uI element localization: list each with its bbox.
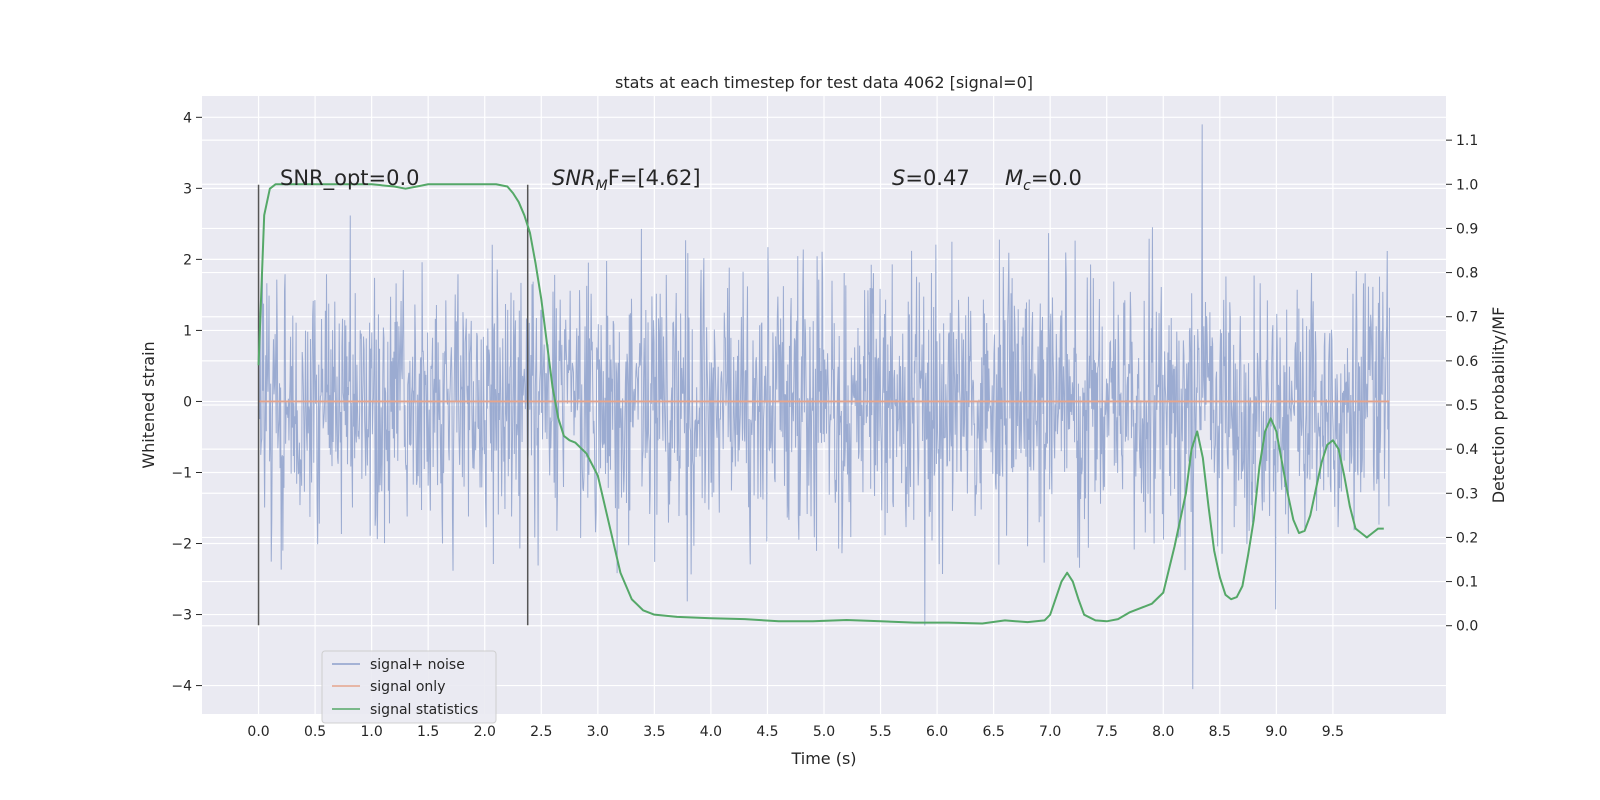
y-tick-label: −2	[171, 537, 192, 553]
x-tick-label: 6.5	[983, 724, 1005, 740]
x-tick-label: 0.0	[247, 724, 269, 740]
x-tick-label: 2.5	[530, 724, 552, 740]
y2-tick-label: 0.1	[1456, 575, 1478, 591]
y2-axis-label: Detection probability/MF	[1489, 307, 1508, 504]
y2-tick-label: 0.2	[1456, 530, 1478, 546]
y2-tick-label: 0.6	[1456, 354, 1478, 370]
x-tick-label: 6.0	[926, 724, 948, 740]
annotations: SNR_opt=0.0 SNRMF=[4.62] S=0.47 Mc=0.0	[280, 166, 1082, 194]
series-signal-statistics	[257, 183, 1384, 625]
y-tick-label: 4	[183, 110, 192, 126]
y-tick-label: 1	[183, 323, 192, 339]
y-axis-label: Whitened strain	[139, 341, 158, 468]
annotation-mc-value: Mc=0.0	[1005, 166, 1082, 194]
y-axis-ticks: −4 −3 −2 −1 0 1 2 3 4	[171, 110, 202, 695]
x-tick-label: 5.0	[813, 724, 835, 740]
y2-axis-ticks: 0.0 0.1 0.2 0.3 0.4 0.5 0.6 0.7 0.8 0.9 1.0 1.1	[1446, 133, 1478, 635]
x-tick-label: 7.0	[1039, 724, 1061, 740]
x-tick-label: 4.0	[700, 724, 722, 740]
y2-tick-label: 0.5	[1456, 398, 1478, 414]
legend-label-signal-only: signal only	[370, 679, 445, 695]
y2-tick-label: 0.0	[1456, 619, 1478, 635]
y-tick-label: 3	[183, 181, 192, 197]
vertical-markers	[257, 184, 529, 626]
legend-label-signal-plus-noise: signal+ noise	[370, 657, 465, 673]
annotation-s-value: S=0.47	[892, 166, 970, 190]
y-tick-label: 2	[183, 252, 192, 268]
y-tick-label: 0	[183, 394, 192, 410]
y2-tick-label: 0.8	[1456, 266, 1478, 282]
y2-tick-label: 0.4	[1456, 442, 1478, 458]
legend: signal+ noise signal only signal statist…	[321, 650, 497, 724]
chart-title: stats at each timestep for test data 406…	[615, 73, 1033, 92]
x-tick-label: 2.0	[474, 724, 496, 740]
x-axis-ticks: 0.0 0.5 1.0 1.5 2.0 2.5 3.0 3.5 4.0 4.5 5.0 5.5 6.0 6…	[247, 724, 1344, 740]
annotation-snr-opt: SNR_opt=0.0	[280, 166, 420, 191]
y2-tick-label: 0.9	[1456, 221, 1478, 237]
x-tick-label: 8.0	[1152, 724, 1174, 740]
y2-tick-label: 0.7	[1456, 310, 1478, 326]
x-tick-label: 9.0	[1265, 724, 1287, 740]
x-tick-label: 0.5	[304, 724, 326, 740]
y2-tick-label: 1.1	[1456, 133, 1478, 149]
x-tick-label: 7.5	[1096, 724, 1118, 740]
x-tick-label: 8.5	[1209, 724, 1231, 740]
x-tick-label: 1.5	[417, 724, 439, 740]
x-tick-label: 5.5	[869, 724, 891, 740]
y-tick-label: −4	[171, 679, 192, 695]
y-tick-label: −3	[171, 608, 192, 624]
x-tick-label: 1.0	[361, 724, 383, 740]
y2-tick-label: 1.0	[1456, 177, 1478, 193]
x-axis-label: Time (s)	[790, 749, 856, 768]
y-tick-label: −1	[171, 465, 192, 481]
annotation-snr-mf: SNRMF=[4.62]	[552, 166, 701, 194]
y2-tick-label: 0.3	[1456, 486, 1478, 502]
x-tick-label: 3.5	[643, 724, 665, 740]
x-tick-label: 4.5	[756, 724, 778, 740]
legend-label-signal-statistics: signal statistics	[370, 702, 478, 718]
x-tick-label: 9.5	[1322, 724, 1344, 740]
signal-statistics-line	[257, 183, 1384, 625]
grid	[202, 96, 1446, 714]
x-tick-label: 3.0	[587, 724, 609, 740]
legend-box	[321, 650, 497, 724]
